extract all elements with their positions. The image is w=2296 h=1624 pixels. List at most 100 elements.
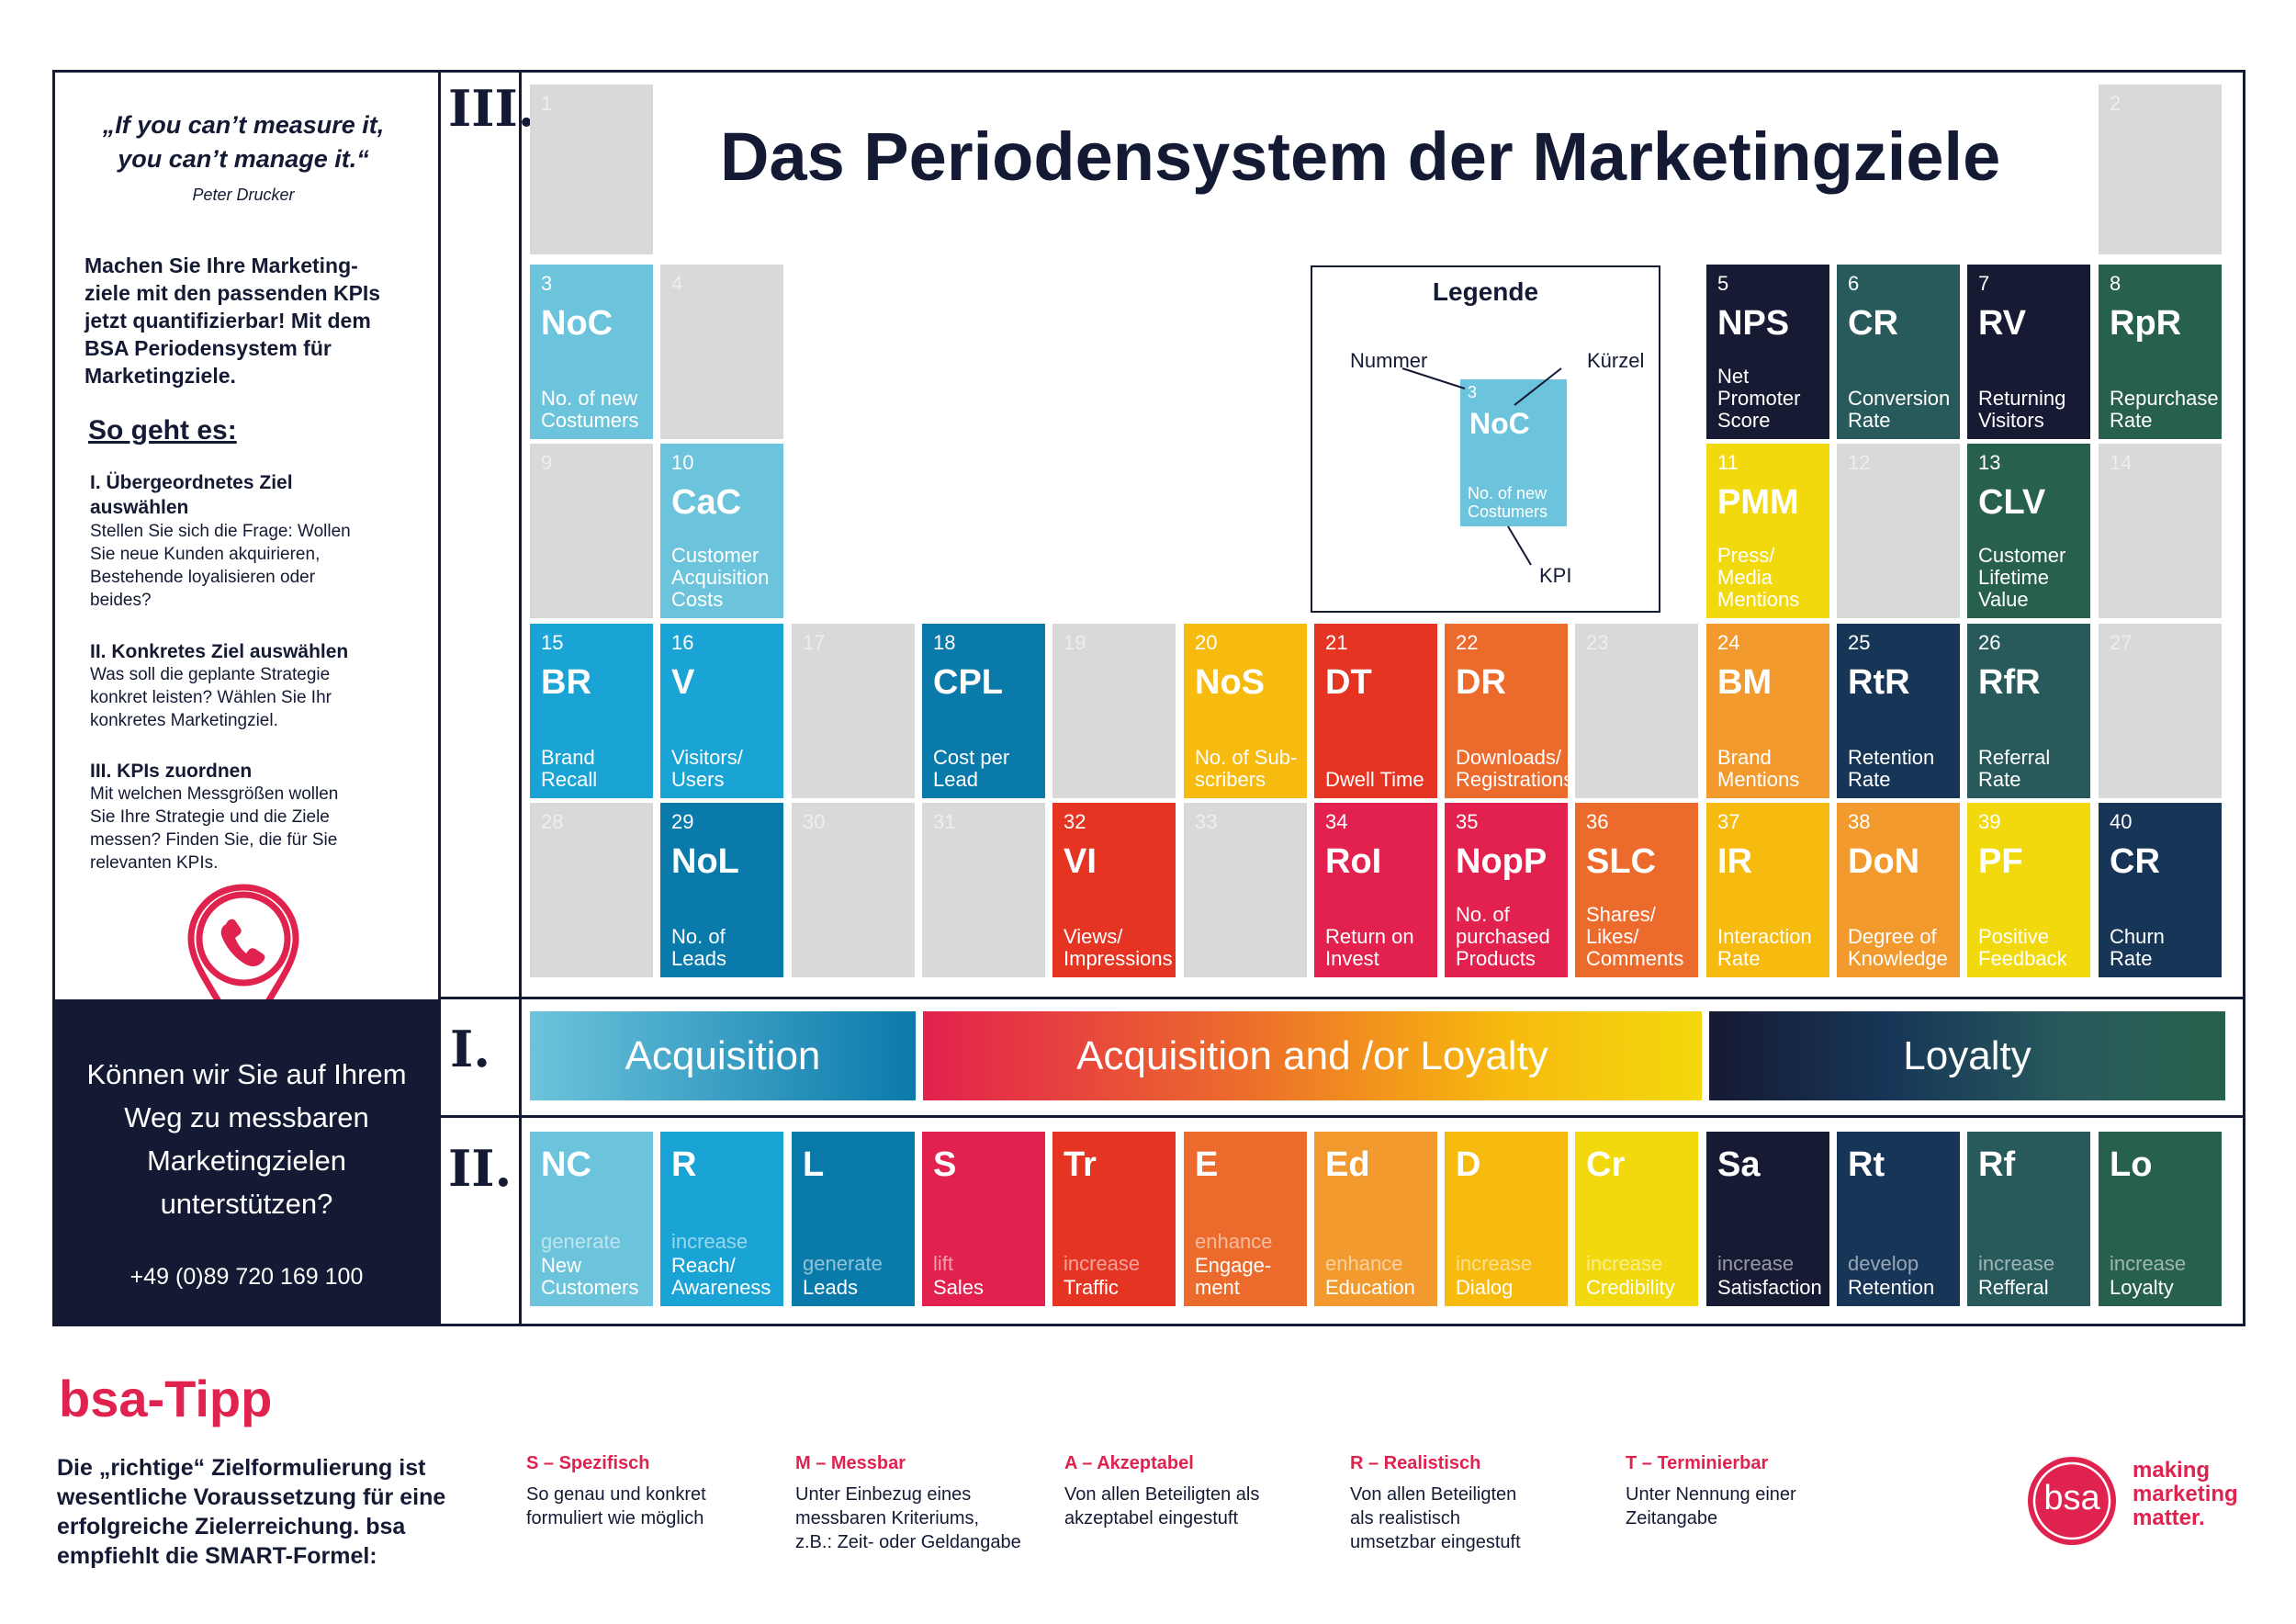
element-kpi: Cost per Lead [933, 746, 1010, 791]
element-number: 5 [1717, 272, 1729, 295]
empty-element-cell: 12 [1837, 444, 1960, 618]
kpi-element-rpr: 8 RpR Repurchase Rate [2099, 265, 2222, 439]
goal-verb: increase [1978, 1252, 2055, 1275]
smart-description: Unter Nennung einer Zeitangabe [1626, 1484, 1796, 1528]
contact-question: Können wir Sie auf Ihrem Weg zu messbare… [86, 1058, 407, 1220]
element-kpi: Press/ Media Mentions [1717, 544, 1800, 611]
goal-symbol: L [803, 1145, 825, 1184]
row-divider-2 [438, 1115, 2245, 1118]
step-2-text: Was soll die geplante Strategie konkret … [90, 665, 332, 730]
element-number: 39 [1978, 810, 2001, 833]
phone-number[interactable]: +49 (0)89 720 169 100 [129, 1264, 364, 1290]
element-kpi: Visitors/ Users [671, 746, 743, 791]
intro-text: Machen Sie Ihre Marketing-ziele mit den … [84, 254, 381, 388]
element-kpi: Referral Rate [1978, 746, 2051, 791]
empty-element-cell: 1 [530, 85, 653, 254]
goal-object: Sales [933, 1276, 985, 1299]
label-divider [519, 70, 522, 1326]
step-2-heading: II. Konkretes Ziel auswählen [90, 641, 349, 662]
goal-symbol: R [671, 1145, 697, 1184]
logo-tagline: making marketing matter. [2133, 1458, 2238, 1530]
goal-cell-tr: Tr increase Traffic [1052, 1132, 1176, 1306]
element-kpi: Positive Feedback [1978, 925, 2067, 970]
element-symbol: RtR [1848, 663, 1910, 702]
element-kpi: Customer Lifetime Value [1978, 544, 2066, 611]
empty-element-cell: 31 [922, 803, 1045, 977]
element-kpi: Downloads/ Registrations [1456, 746, 1568, 791]
element-symbol: SLC [1586, 842, 1656, 881]
empty-element-cell: 2 [2099, 85, 2222, 254]
goal-object: Traffic [1064, 1276, 1119, 1299]
element-number: 18 [933, 631, 956, 654]
element-number: 6 [1848, 272, 1860, 295]
step-1-text: Stellen Sie sich die Frage: Wollen Sie n… [90, 522, 351, 610]
goal-object: Engage- ment [1195, 1254, 1272, 1299]
step-1-heading: I. Übergeordnetes Ziel auswählen [90, 472, 293, 518]
page-title: Das Periodensystem der Marketingziele [720, 118, 2001, 195]
goal-verb: increase [2110, 1252, 2187, 1275]
kpi-element-roi: 34 RoI Return on Invest [1314, 803, 1437, 977]
goal-symbol: Rf [1978, 1145, 2016, 1184]
element-kpi: Shares/ Likes/ Comments [1586, 903, 1684, 970]
kpi-element-cpl: 18 CPL Cost per Lead [922, 624, 1045, 798]
goal-verb: generate [803, 1252, 883, 1275]
element-number: 10 [671, 451, 694, 474]
element-number: 11 [1717, 451, 1739, 474]
kpi-element-nps: 5 NPS Net Promoter Score [1706, 265, 1829, 439]
element-number: 28 [541, 810, 564, 833]
goal-symbol: Lo [2110, 1145, 2153, 1184]
element-symbol: RfR [1978, 663, 2041, 702]
element-number: 24 [1717, 631, 1740, 654]
goal-cell-cr: Cr increase Credibility [1575, 1132, 1698, 1306]
smart-description: Von allen Beteiligten als akzeptabel ein… [1064, 1484, 1260, 1528]
smart-heading: M – Messbar [795, 1453, 906, 1473]
tip-text: Die „richtige“ Zielformulierung ist wese… [57, 1455, 446, 1569]
element-number: 30 [803, 810, 826, 833]
element-number: 33 [1195, 810, 1218, 833]
goal-verb: increase [1456, 1252, 1533, 1275]
element-number: 2 [2110, 92, 2122, 115]
element-kpi: No. of Leads [671, 925, 726, 970]
goal-cell-rt: Rt develop Retention [1837, 1132, 1960, 1306]
goal-verb: increase [1717, 1252, 1795, 1275]
goal-cell-ed: Ed enhance Education [1314, 1132, 1437, 1306]
element-number: 16 [671, 631, 694, 654]
goal-symbol: NC [541, 1145, 591, 1184]
kpi-element-cr: 40 CR Churn Rate [2099, 803, 2222, 977]
goal-verb: increase [671, 1230, 748, 1253]
element-number: 37 [1717, 810, 1740, 833]
kpi-element-clv: 13 CLV Customer Lifetime Value [1967, 444, 2090, 618]
quote: „If you can’t measure it, you can’t mana… [102, 111, 385, 173]
element-number: 4 [671, 272, 683, 295]
element-number: 21 [1325, 631, 1348, 654]
kpi-element-v: 16 V Visitors/ Users [660, 624, 783, 798]
goal-object: Dialog [1456, 1276, 1514, 1299]
empty-element-cell: 28 [530, 803, 653, 977]
main-frame [52, 70, 2245, 1326]
kpi-element-nol: 29 NoL No. of Leads [660, 803, 783, 977]
element-symbol: RoI [1325, 842, 1382, 881]
legend-label-kpi: KPI [1539, 564, 1572, 587]
element-symbol: PF [1978, 842, 2023, 881]
goal-object: New Customers [541, 1254, 639, 1299]
element-number: 19 [1064, 631, 1086, 654]
element-number: 29 [671, 810, 694, 833]
element-symbol: RV [1978, 304, 2027, 343]
how-title: So geht es: [88, 415, 237, 445]
element-symbol: CPL [933, 663, 1003, 702]
category-acquisition: Acquisition [530, 1011, 916, 1100]
empty-element-cell: 23 [1575, 624, 1698, 798]
element-symbol: CaC [671, 483, 742, 522]
goal-object: Satisfaction [1717, 1276, 1822, 1299]
goal-symbol: D [1456, 1145, 1481, 1184]
element-symbol: CLV [1978, 483, 2046, 522]
element-kpi: Brand Mentions [1717, 746, 1800, 791]
element-number: 25 [1848, 631, 1871, 654]
element-number: 40 [2110, 810, 2133, 833]
legend-sample-cell: 3 NoC No. of new Costumers [1460, 379, 1567, 526]
element-number: 23 [1586, 631, 1609, 654]
smart-heading: R – Realistisch [1350, 1453, 1481, 1473]
kpi-element-noc: 3 NoC No. of new Costumers [530, 265, 653, 439]
element-kpi: No. of purchased Products [1456, 903, 1550, 970]
